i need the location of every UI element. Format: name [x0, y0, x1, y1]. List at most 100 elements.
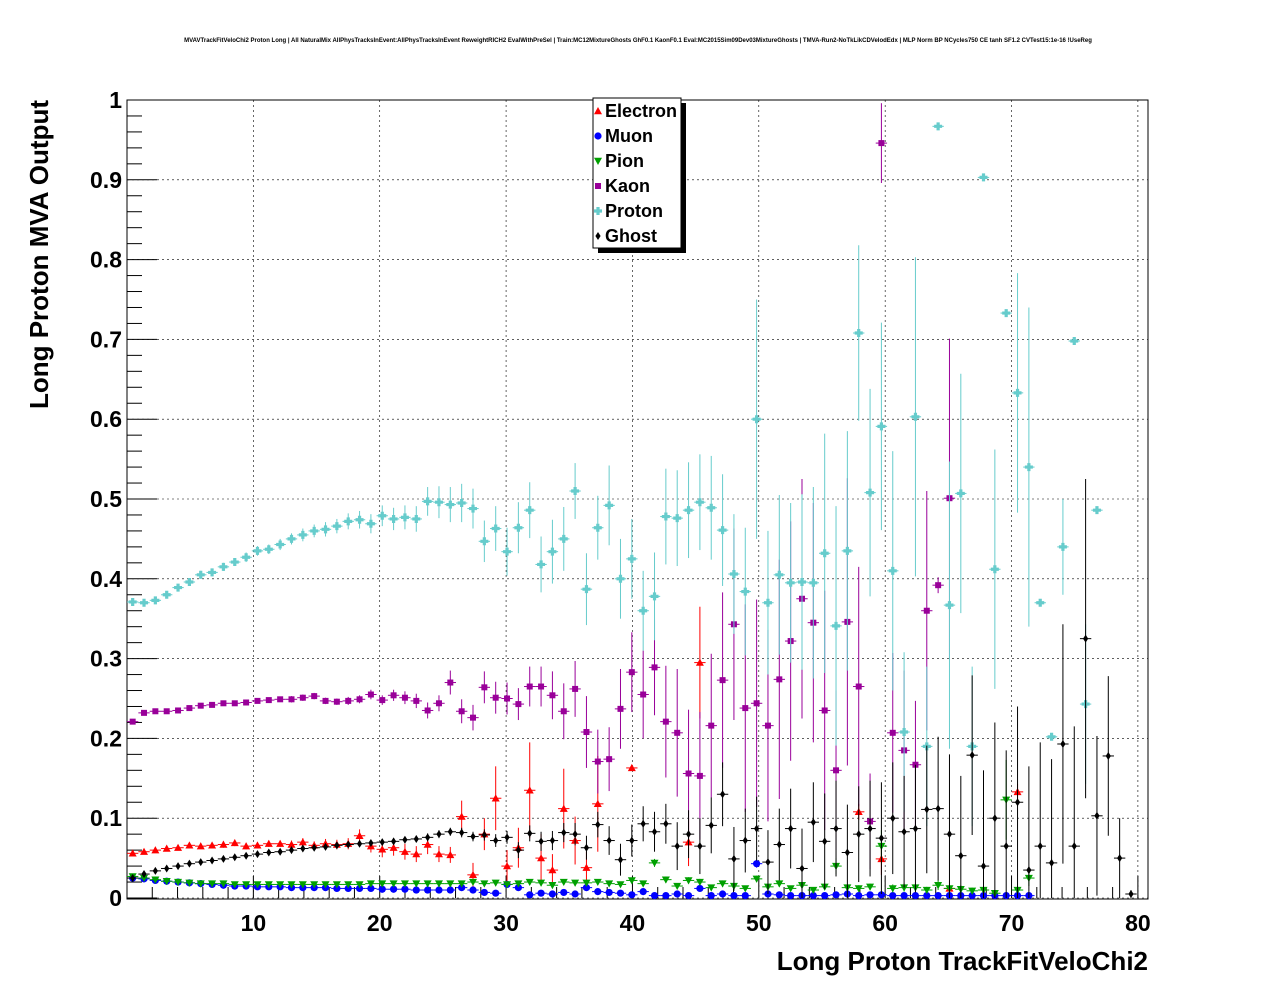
data-point — [878, 140, 885, 147]
data-point — [208, 568, 217, 577]
data-point — [287, 840, 296, 848]
data-point — [196, 880, 205, 888]
data-point — [708, 722, 715, 729]
data-point — [968, 887, 977, 895]
data-point — [980, 862, 987, 871]
x-tick-label: 20 — [367, 910, 393, 936]
data-point — [389, 885, 398, 893]
data-point — [935, 582, 942, 589]
data-point — [311, 843, 317, 852]
data-point — [311, 693, 318, 700]
data-point — [209, 856, 215, 865]
data-point — [741, 587, 750, 596]
data-point — [1094, 811, 1100, 820]
data-point — [424, 886, 432, 894]
data-point — [491, 794, 500, 802]
data-point — [504, 695, 511, 702]
data-point — [606, 756, 613, 763]
data-point — [1036, 598, 1045, 607]
y-tick-label: 0.7 — [90, 326, 122, 352]
data-point — [243, 699, 250, 706]
data-point — [242, 842, 251, 850]
data-point — [298, 530, 307, 539]
data-point — [515, 846, 521, 855]
data-point — [401, 885, 409, 893]
data-point — [934, 122, 943, 131]
legend-label: Pion — [605, 151, 644, 171]
data-point — [322, 842, 329, 851]
data-point — [900, 884, 909, 892]
legend-label: Proton — [605, 201, 663, 221]
data-point — [355, 881, 364, 889]
data-point — [821, 707, 828, 714]
legend-marker — [594, 132, 602, 140]
legend-box — [592, 97, 682, 249]
data-point — [571, 487, 580, 496]
data-point — [969, 751, 975, 760]
data-point — [639, 880, 648, 888]
y-axis-label: Long Proton MVA Output — [24, 100, 54, 409]
data-point — [196, 842, 205, 850]
data-point — [695, 498, 704, 507]
data-point — [287, 534, 296, 543]
data-point — [232, 853, 238, 862]
y-tick-label: 0.1 — [90, 805, 122, 831]
y-tick-label: 0 — [109, 885, 122, 911]
data-point — [1070, 336, 1079, 345]
data-point — [389, 843, 398, 851]
data-point — [809, 892, 817, 900]
data-point — [911, 412, 920, 421]
data-point — [423, 840, 432, 848]
data-point — [855, 683, 862, 690]
data-point — [219, 562, 228, 571]
data-point — [821, 892, 829, 900]
y-tick-label: 0.3 — [90, 646, 122, 672]
data-point — [753, 700, 760, 707]
data-point — [561, 828, 567, 837]
data-point — [922, 886, 931, 895]
data-point — [412, 886, 420, 894]
data-point — [549, 836, 556, 845]
legend-entry-kaon: Kaon — [595, 176, 650, 196]
data-point — [640, 691, 647, 698]
data-point — [264, 881, 273, 889]
legend-label: Electron — [605, 101, 677, 121]
data-point — [924, 805, 930, 814]
data-point — [299, 694, 306, 701]
data-point — [628, 891, 636, 899]
data-point — [288, 846, 295, 855]
data-point — [436, 830, 442, 839]
x-axis-label: Long Proton TrackFitVeloChi2 — [777, 946, 1148, 976]
data-point — [627, 554, 636, 563]
data-point — [492, 694, 499, 701]
data-point — [684, 877, 693, 885]
data-point — [504, 833, 510, 842]
data-point — [344, 517, 353, 526]
data-point — [788, 824, 794, 833]
data-point — [459, 828, 465, 837]
data-point — [413, 834, 419, 843]
data-point — [141, 870, 147, 879]
data-point — [674, 842, 680, 851]
data-point — [537, 854, 546, 862]
data-point — [402, 835, 408, 844]
data-point — [367, 884, 375, 893]
data-point — [707, 884, 716, 892]
data-point — [695, 878, 704, 887]
data-point — [242, 881, 251, 889]
legend-label: Ghost — [605, 226, 657, 246]
data-point — [593, 799, 602, 808]
data-point — [470, 714, 477, 721]
data-point — [776, 676, 783, 683]
data-point — [1128, 890, 1134, 899]
data-point — [538, 683, 545, 690]
data-point — [447, 827, 453, 836]
data-point — [526, 891, 534, 899]
data-point — [300, 844, 306, 853]
data-point — [253, 881, 262, 889]
legend-label: Muon — [605, 126, 653, 146]
data-point — [378, 880, 387, 888]
data-point — [888, 566, 897, 575]
data-point — [548, 890, 557, 898]
data-point — [400, 847, 409, 855]
